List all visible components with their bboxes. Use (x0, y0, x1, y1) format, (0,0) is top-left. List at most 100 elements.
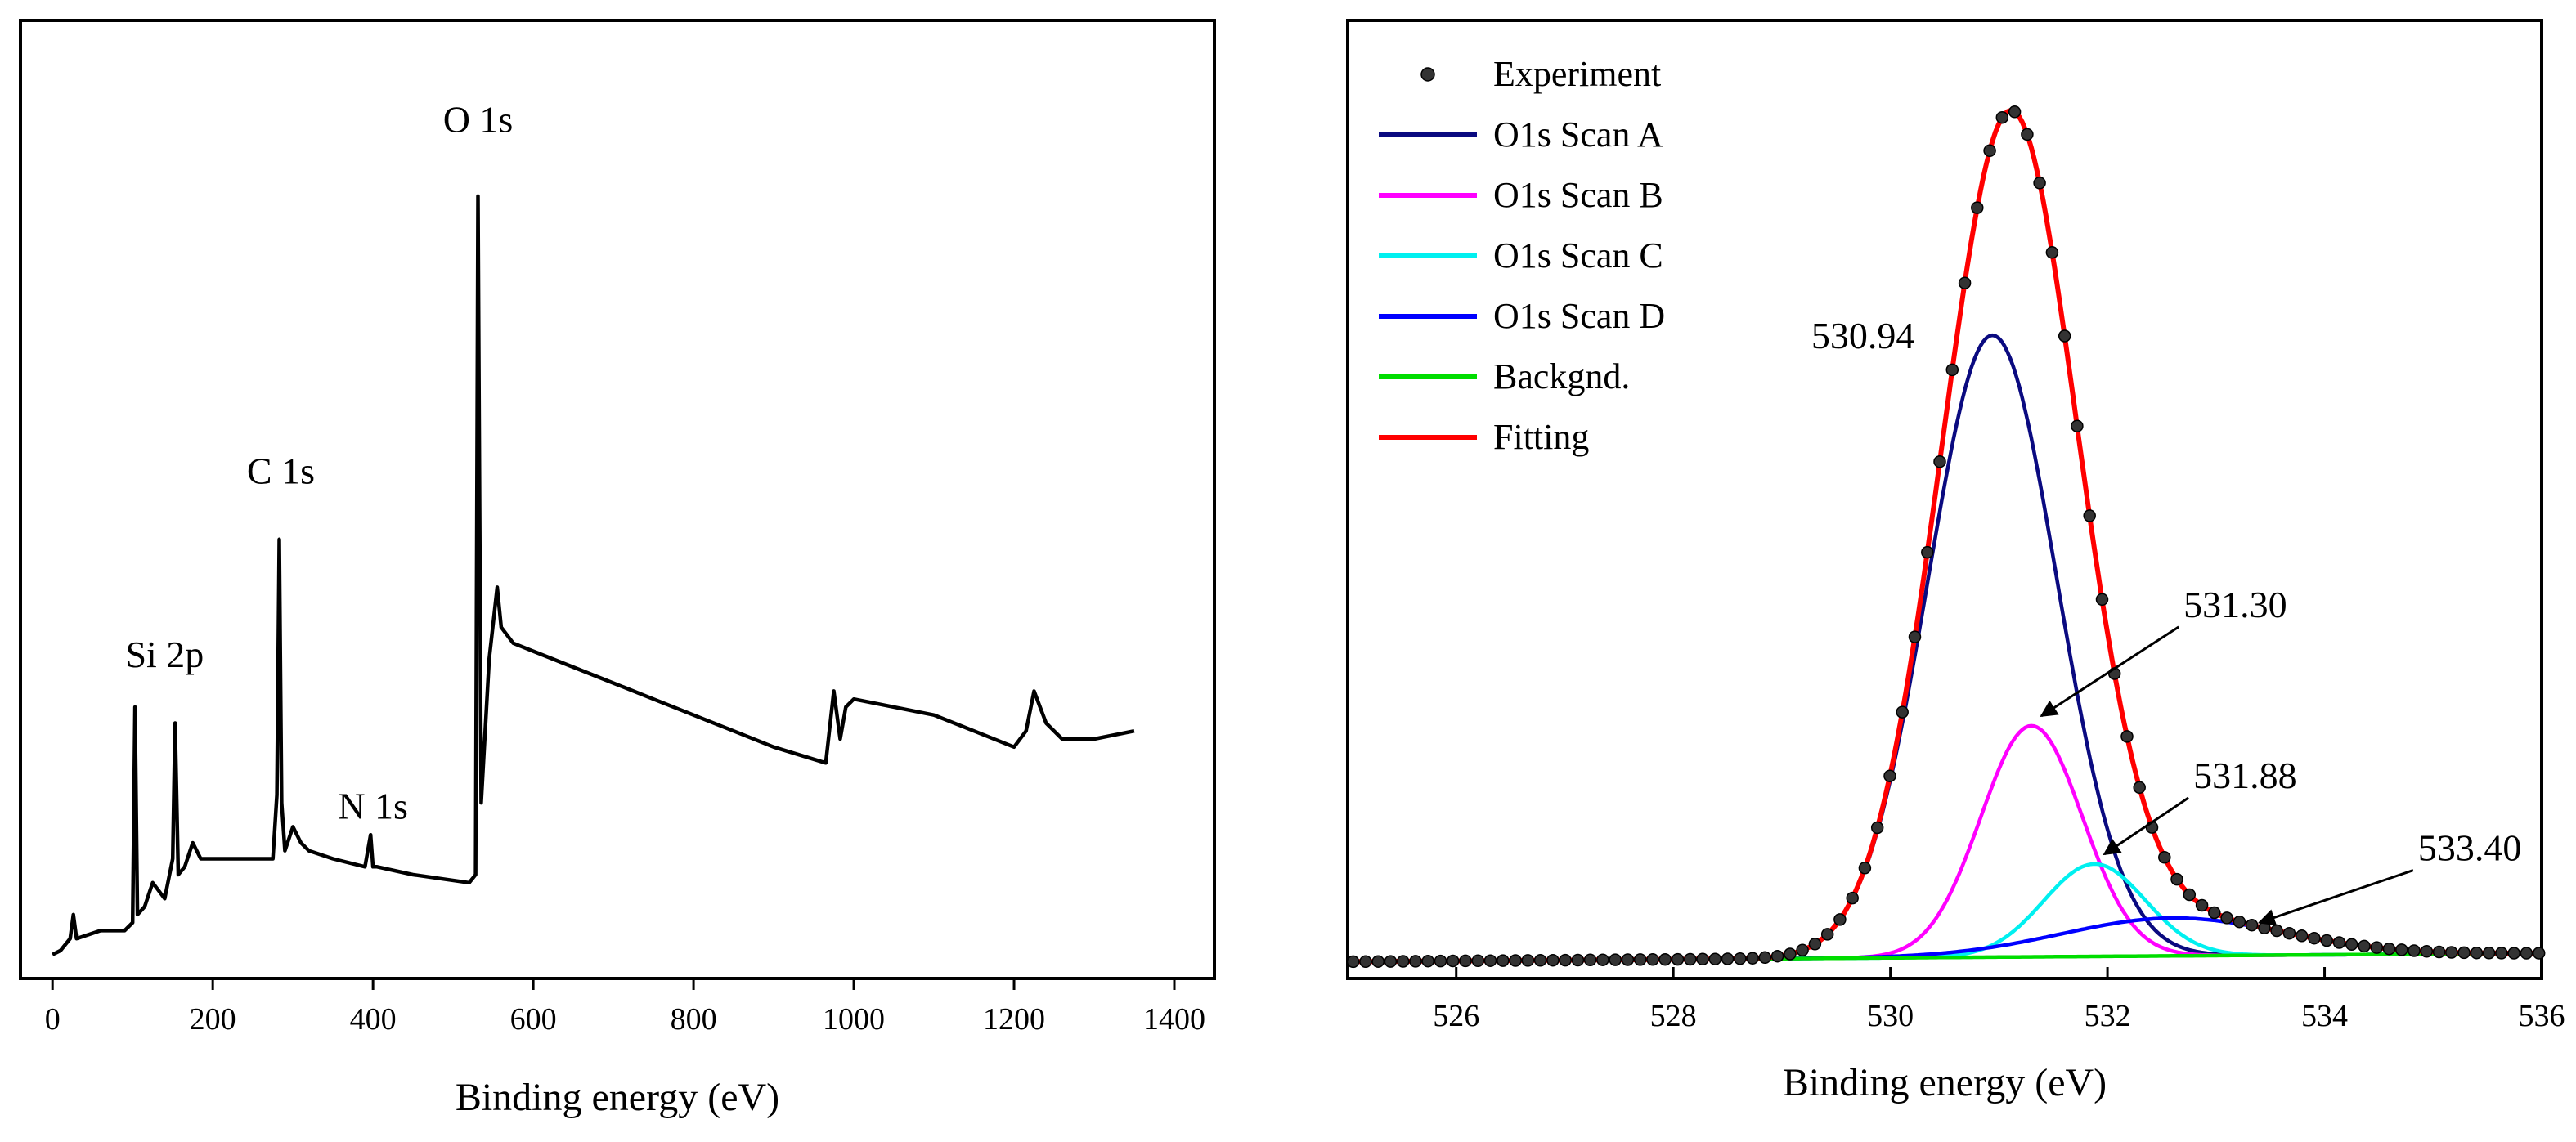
experiment-point (2220, 911, 2233, 925)
experiment-point (1621, 953, 1635, 966)
experiment-point (2408, 944, 2421, 957)
experiment-point (1908, 630, 1922, 643)
experiment-point (2033, 177, 2046, 190)
o1s-x-tick-label: 526 (1433, 999, 1479, 1033)
legend-label: O1s Scan B (1493, 175, 1663, 215)
legend-label: O1s Scan D (1493, 296, 1665, 336)
experiment-point (1633, 953, 1647, 966)
experiment-point (1746, 952, 1759, 965)
experiment-point (1483, 954, 1497, 967)
peak-arrow (2257, 869, 2414, 926)
experiment-point (2208, 906, 2221, 920)
o1s-x-tick-label: 532 (2085, 999, 2131, 1033)
experiment-point (1734, 952, 1747, 965)
experiment-point (1971, 201, 1984, 214)
experiment-point (2170, 872, 2183, 886)
experiment-point (2432, 945, 2446, 959)
experiment-point (1359, 955, 1372, 969)
experiment-point (1609, 953, 1622, 966)
legend-label: O1s Scan A (1493, 114, 1663, 155)
survey-x-tick-label: 200 (190, 1002, 236, 1037)
experiment-point (2295, 929, 2309, 943)
experiment-point (1796, 943, 1809, 957)
experiment-point (2233, 915, 2246, 929)
experiment-point (1758, 951, 1772, 965)
experiment-point (1671, 952, 1685, 966)
o1s-x-axis-title: Binding energy (eV) (1783, 1061, 2107, 1104)
experiment-point (1409, 955, 1422, 968)
experiment-point (1497, 954, 1510, 967)
experiment-point (1958, 276, 1972, 289)
experiment-point (1784, 947, 1797, 961)
experiment-point (2495, 947, 2508, 960)
survey-x-tick-label: 800 (671, 1002, 717, 1037)
o1s-peak-label: 531.30 (2183, 584, 2287, 625)
experiment-point (1770, 949, 1784, 963)
legend-label: O1s Scan C (1493, 235, 1663, 275)
experiment-point (1883, 769, 1896, 782)
survey-peak-labels: O 1s C 1s Si 2p N 1s (125, 99, 513, 827)
experiment-point (2520, 947, 2533, 960)
experiment-point (1646, 953, 1659, 966)
experiment-point (2258, 921, 2271, 934)
survey-x-tick-label: 1000 (823, 1002, 885, 1037)
experiment-point (1583, 953, 1597, 967)
survey-x-tick-label: 0 (45, 1002, 61, 1037)
survey-spectrum-panel: 0 200 400 600 800 1000 1200 1400 O 1s C 1s Si 2p N… (19, 19, 1216, 1119)
experiment-point (1820, 928, 1834, 941)
experiment-point (2245, 918, 2259, 932)
experiment-point (1346, 955, 1360, 969)
experiment-point (2320, 934, 2333, 947)
experiment-point (2183, 888, 2197, 902)
o1s-series-line (1348, 723, 2542, 964)
experiment-point (2395, 943, 2408, 956)
experiment-point (2270, 924, 2283, 938)
o1s-plot-frame (1346, 19, 2543, 980)
survey-peak-label: O 1s (443, 99, 514, 141)
experiment-point (2133, 781, 2146, 795)
legend-label: Backgnd. (1493, 356, 1630, 396)
experiment-point (2095, 593, 2109, 607)
experiment-point (1446, 954, 1460, 968)
experiment-point (2370, 941, 2384, 954)
experiment-point (1983, 144, 1996, 158)
experiment-point (1684, 952, 1697, 966)
experiment-point (2083, 509, 2096, 522)
peak-arrow (2040, 625, 2179, 718)
experiment-point (1808, 938, 1822, 951)
experiment-point (2308, 931, 2321, 945)
survey-spectrum-line (52, 194, 1135, 956)
survey-x-axis-title: Binding energy (eV) (456, 1076, 779, 1119)
experiment-point (1546, 953, 1560, 967)
experiment-point (2071, 419, 2084, 432)
peak-arrow (2103, 796, 2189, 856)
experiment-point (1396, 955, 1410, 968)
experiment-point (1471, 954, 1485, 968)
experiment-point (1696, 952, 1709, 966)
experiment-point (2457, 946, 2471, 960)
experiment-point (2120, 730, 2134, 743)
experiment-point (1995, 110, 2009, 124)
o1s-peak-label: 533.40 (2418, 827, 2522, 869)
experiment-point (1559, 953, 1572, 967)
o1s-legend: Experiment O1s Scan A O1s Scan B O1s Scan C… (1379, 54, 1665, 457)
experiment-point (1896, 705, 1909, 719)
survey-plot-frame (19, 19, 1216, 980)
legend-label: Fitting (1493, 417, 1589, 457)
experiment-point (2195, 898, 2209, 912)
survey-x-tick-label: 1200 (983, 1002, 1045, 1037)
o1s-x-tick-label: 530 (1867, 999, 1914, 1033)
legend-label: Experiment (1493, 54, 1661, 94)
experiment-point (1596, 953, 1609, 966)
o1s-x-tick-label: 528 (1650, 999, 1697, 1033)
o1s-x-axis-ticks: 526 528 530 532 534 536 (1433, 967, 2565, 1033)
experiment-point (2045, 246, 2059, 259)
experiment-point (1571, 953, 1585, 967)
experiment-point (1721, 952, 1735, 965)
o1s-peak-label: 530.94 (1811, 315, 1915, 356)
survey-x-tick-label: 600 (510, 1002, 557, 1037)
experiment-point (2008, 105, 2022, 119)
experiment-point (2532, 947, 2546, 960)
experiment-point (1434, 954, 1447, 968)
